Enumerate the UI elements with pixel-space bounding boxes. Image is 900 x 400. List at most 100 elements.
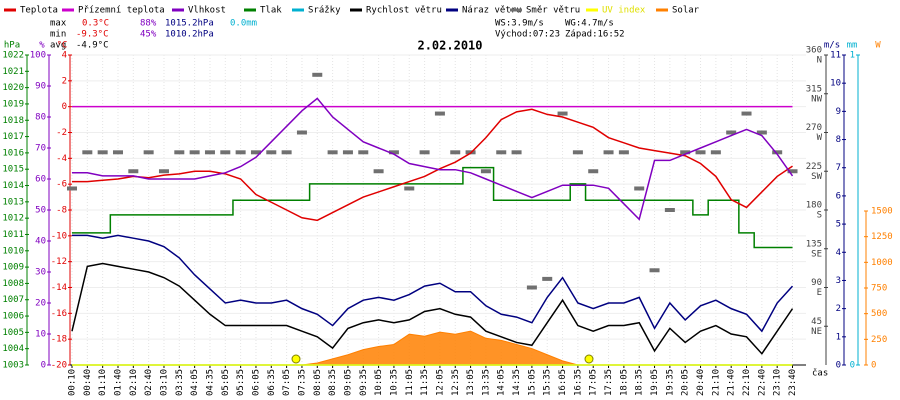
x-tick-label: 23:10 bbox=[773, 369, 783, 396]
x-tick-label: 12:35 bbox=[451, 369, 461, 396]
y-tick-label: -20 bbox=[51, 361, 67, 371]
y-tick-label: 1010 bbox=[2, 246, 24, 256]
x-tick-label: 01:10 bbox=[98, 369, 108, 396]
direction-mark bbox=[741, 111, 752, 116]
direction-mark bbox=[526, 285, 537, 290]
x-tick-label: 05:05 bbox=[221, 369, 231, 396]
axis-title: °C bbox=[57, 41, 68, 51]
y-tick-label: 3 bbox=[836, 276, 841, 286]
y-tick-label: 6 bbox=[836, 191, 841, 201]
direction-mark bbox=[480, 169, 491, 174]
stat: 1010.2hPa bbox=[165, 30, 214, 40]
direction-label: S bbox=[817, 211, 822, 221]
axis-title: mm bbox=[847, 41, 858, 51]
direction-mark bbox=[358, 150, 369, 155]
x-tick-label: 15:35 bbox=[543, 369, 553, 396]
x-tick-label: 22:10 bbox=[742, 369, 752, 396]
y-tick-label: 70 bbox=[35, 144, 46, 154]
direction-label: NE bbox=[811, 327, 822, 337]
x-tick-label: 10:05 bbox=[374, 369, 384, 396]
x-tick-label: 14:05 bbox=[497, 369, 507, 396]
y-tick-label: 90 bbox=[35, 82, 46, 92]
direction-mark bbox=[296, 130, 307, 135]
y-tick-label: 1005 bbox=[2, 328, 24, 338]
direction-label: SE bbox=[811, 249, 822, 259]
legend-label: Rychlost větru bbox=[366, 6, 442, 16]
direction-mark bbox=[82, 150, 93, 155]
stat-label: avg bbox=[50, 41, 66, 51]
y-tick-label: 90 bbox=[811, 278, 822, 288]
y-tick-label: 10 bbox=[830, 79, 841, 89]
direction-mark bbox=[220, 150, 231, 155]
x-tick-label: 03:35 bbox=[175, 369, 185, 396]
direction-mark bbox=[695, 150, 706, 155]
stat: Západ:16:52 bbox=[565, 30, 625, 40]
direction-mark bbox=[342, 150, 353, 155]
y-tick-label: 50 bbox=[35, 206, 46, 216]
x-tick-label: 13:35 bbox=[481, 369, 491, 396]
y-tick-label: 45 bbox=[811, 317, 822, 327]
sunset-marker bbox=[584, 354, 594, 364]
direction-mark bbox=[67, 186, 77, 191]
x-tick-label: 09:35 bbox=[359, 369, 369, 396]
y-tick-label: 1022 bbox=[2, 51, 24, 61]
x-tick-label: 04:05 bbox=[190, 369, 200, 396]
y-tick-label: 500 bbox=[871, 309, 887, 319]
legend-label: Tlak bbox=[260, 6, 282, 16]
direction-mark bbox=[450, 150, 461, 155]
direction-mark bbox=[189, 150, 200, 155]
y-tick-label: 0 bbox=[41, 361, 46, 371]
stat: 0.0mm bbox=[230, 19, 257, 29]
y-tick-label: 1017 bbox=[2, 132, 24, 142]
y-tick-label: 1018 bbox=[2, 116, 24, 126]
y-tick-label: -14 bbox=[51, 283, 67, 293]
x-tick-label: 22:40 bbox=[757, 369, 767, 396]
y-tick-label: 750 bbox=[871, 284, 887, 294]
y-tick-label: 4 bbox=[62, 51, 67, 61]
direction-mark bbox=[772, 150, 783, 155]
y-tick-label: 1007 bbox=[2, 295, 24, 305]
axis-title: % bbox=[39, 41, 45, 51]
direction-label: W bbox=[817, 133, 823, 143]
x-tick-label: 13:05 bbox=[466, 369, 476, 396]
direction-label: N bbox=[817, 56, 822, 66]
direction-mark bbox=[726, 130, 737, 135]
series-line bbox=[72, 97, 794, 221]
y-tick-label: 1015 bbox=[2, 165, 24, 175]
x-axis-title: čas bbox=[812, 368, 828, 379]
y-tick-label: 5 bbox=[836, 220, 841, 230]
series-line bbox=[72, 166, 793, 249]
legend-label: Teplota bbox=[20, 6, 58, 16]
y-tick-label: 1 bbox=[850, 51, 855, 61]
y-tick-label: -6 bbox=[56, 180, 67, 190]
legend-label: Solar bbox=[672, 6, 700, 16]
x-tick-label: 16:05 bbox=[558, 369, 568, 396]
legend-label: Vlhkost bbox=[188, 6, 226, 16]
y-tick-label: 360 bbox=[806, 46, 822, 56]
direction-label: E bbox=[817, 288, 822, 298]
y-tick-label: 1020 bbox=[2, 83, 24, 93]
stat-label: max bbox=[50, 19, 67, 29]
y-tick-label: 8 bbox=[836, 135, 841, 145]
legend-label: Směr větru bbox=[526, 6, 580, 16]
direction-label: SW bbox=[811, 172, 822, 182]
direction-label: NW bbox=[811, 94, 822, 104]
direction-mark bbox=[281, 150, 292, 155]
y-tick-label: 1250 bbox=[871, 232, 893, 242]
y-tick-label: 1 bbox=[836, 332, 841, 342]
stat: WS:3.9m/s bbox=[495, 19, 544, 29]
x-tick-label: 09:05 bbox=[343, 369, 353, 396]
axis-title: m/s bbox=[824, 41, 840, 51]
y-tick-label: 7 bbox=[836, 163, 841, 173]
y-tick-label: 60 bbox=[35, 175, 46, 185]
y-tick-label: 9 bbox=[836, 107, 841, 117]
stat: 88% bbox=[140, 19, 157, 29]
direction-mark bbox=[97, 150, 108, 155]
x-tick-label: 19:35 bbox=[665, 369, 675, 396]
direction-mark bbox=[235, 150, 246, 155]
x-tick-label: 14:35 bbox=[512, 369, 522, 396]
direction-mark bbox=[572, 150, 583, 155]
sunrise-marker bbox=[291, 354, 301, 364]
axis-title: hPa bbox=[4, 41, 20, 51]
direction-mark bbox=[603, 150, 614, 155]
